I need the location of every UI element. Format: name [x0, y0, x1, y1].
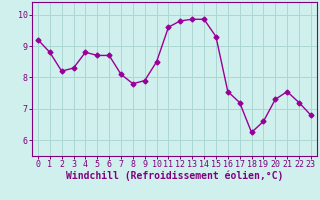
- X-axis label: Windchill (Refroidissement éolien,°C): Windchill (Refroidissement éolien,°C): [66, 171, 283, 181]
